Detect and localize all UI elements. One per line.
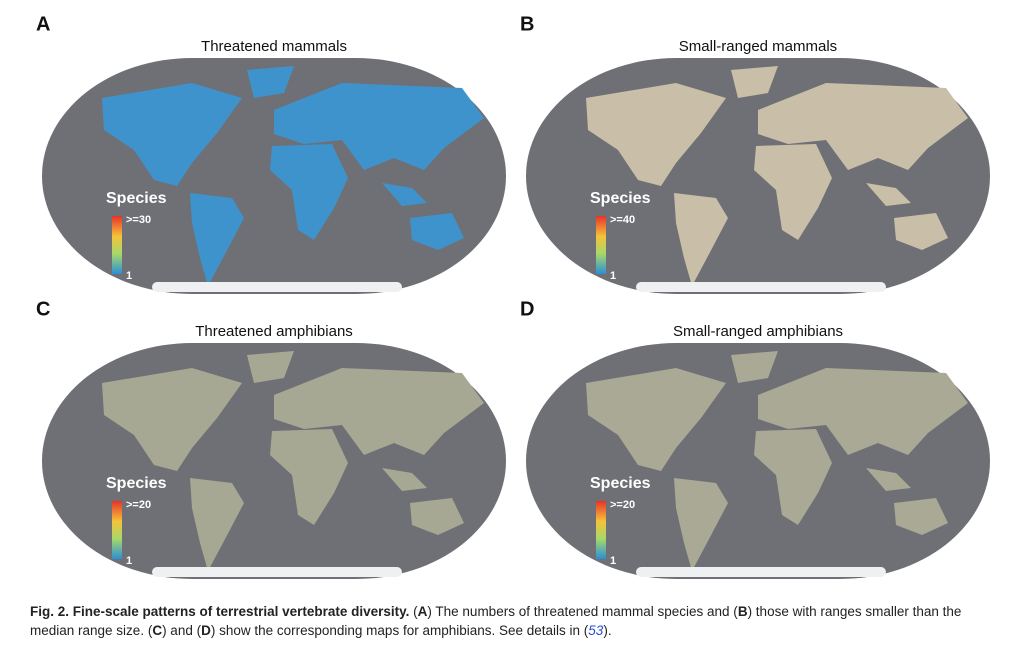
caption-ref: D xyxy=(201,623,211,638)
caption-text: ) show the corresponding maps for amphib… xyxy=(210,623,589,638)
legend-min: 1 xyxy=(126,555,132,567)
caption-text: ) those with ranges smaller than the med… xyxy=(30,604,962,638)
legend-max: >=20 xyxy=(126,499,151,511)
antarctica xyxy=(636,567,886,577)
caption-text: ). xyxy=(603,623,612,638)
panel-title: Threatened mammals xyxy=(201,38,347,55)
legend-title: Species xyxy=(590,475,651,492)
legend-bar xyxy=(112,216,122,274)
legend-title: Species xyxy=(106,190,167,207)
legend-bar xyxy=(596,216,606,274)
legend-max: >=30 xyxy=(126,214,151,226)
legend-title: Species xyxy=(106,475,167,492)
panel-title: Small-ranged mammals xyxy=(679,38,837,55)
caption-ref: C xyxy=(152,623,163,638)
caption-ref: A xyxy=(417,604,428,619)
legend-min: 1 xyxy=(610,270,616,282)
legend-max: >=20 xyxy=(610,499,635,511)
caption-title: Fig. 2. Fine-scale patterns of terrestri… xyxy=(30,604,410,619)
caption-text: ) The numbers of threatened mammal speci… xyxy=(427,604,738,619)
legend-bar xyxy=(112,501,122,559)
legend-min: 1 xyxy=(610,555,616,567)
caption-ref: B xyxy=(737,604,748,619)
caption-text: ) and ( xyxy=(162,623,202,638)
legend-max: >=40 xyxy=(610,214,635,226)
legend-title: Species xyxy=(590,190,651,207)
citation-link[interactable]: 53 xyxy=(588,623,604,638)
antarctica xyxy=(636,282,886,292)
legend-bar xyxy=(596,501,606,559)
panel-letter: B xyxy=(520,13,534,35)
antarctica xyxy=(152,567,402,577)
caption-text: ( xyxy=(409,604,418,619)
antarctica xyxy=(152,282,402,292)
panel-letter: A xyxy=(36,13,50,35)
panel-title: Small-ranged amphibians xyxy=(673,323,843,340)
legend-min: 1 xyxy=(126,270,132,282)
panel-letter: C xyxy=(36,298,50,320)
figure: A Threatened mammals Species >=30 1 B Small-ra… xyxy=(36,13,990,579)
panel-letter: D xyxy=(520,298,534,320)
panel-title: Threatened amphibians xyxy=(195,323,353,340)
caption: Fig. 2. Fine-scale patterns of terrestri… xyxy=(30,602,1000,640)
